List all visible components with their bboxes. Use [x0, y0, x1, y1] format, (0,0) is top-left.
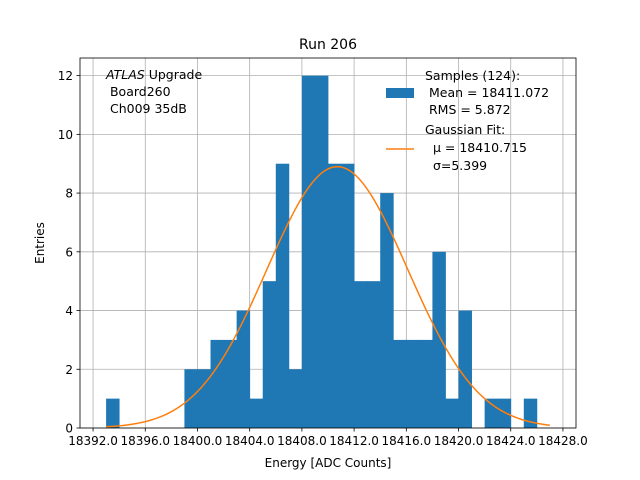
histogram-bar: [262, 281, 277, 428]
histogram-bars: [106, 75, 538, 428]
histogram-bar: [458, 310, 472, 428]
y-tick-label: 10: [58, 128, 73, 142]
gaussian-fit-curve: [106, 165, 550, 428]
y-tick-label: 0: [65, 422, 73, 436]
histogram-bar: [223, 339, 238, 428]
annotation-line-2: Board260: [106, 84, 171, 99]
annotation-line-1: ATLAS Upgrade: [105, 67, 202, 82]
histogram-bar: [288, 369, 303, 428]
histogram-bar: [367, 281, 381, 428]
x-tick-label: 18408.0: [277, 434, 327, 448]
atlas-word: ATLAS: [105, 67, 145, 82]
histogram-bar: [393, 339, 407, 428]
axes-frame: [79, 57, 577, 429]
histogram-bar: [445, 398, 459, 428]
x-tick-label: 18404.0: [225, 434, 275, 448]
y-tick-label: 8: [65, 187, 73, 201]
histogram-bar: [432, 251, 446, 428]
y-tick-label: 2: [65, 363, 73, 377]
y-tick-label: 4: [65, 304, 73, 318]
histogram-bar: [210, 339, 224, 428]
legend-histogram-swatch: [386, 88, 414, 98]
histogram-bar: [328, 163, 342, 428]
histogram-bar: [106, 398, 120, 428]
legend-hist-line-2: Mean = 18411.072: [425, 85, 549, 100]
legend: Samples (124): Mean = 18411.072 RMS = 5.…: [386, 68, 549, 173]
histogram-bar: [419, 339, 433, 428]
histogram-bar: [406, 339, 420, 428]
histogram-bar: [380, 193, 394, 428]
histogram-bar: [354, 281, 368, 428]
legend-hist-line-3: RMS = 5.872: [425, 102, 511, 117]
y-tick-label: 6: [65, 245, 73, 259]
histogram-bar: [301, 75, 316, 428]
legend-fit-line-3: σ=5.399: [425, 158, 487, 173]
histogram-bar: [249, 398, 264, 428]
axis-ticks: 18392.0 18396.0 18400.0 18404.0 18408.0 18412…: [58, 69, 588, 448]
histogram-bar: [184, 369, 198, 428]
histogram-bar: [484, 398, 499, 428]
atlas-upgrade: Upgrade: [145, 67, 203, 82]
histogram-bar: [341, 163, 355, 428]
x-tick-label: 18392.0: [68, 434, 118, 448]
atlas-annotation: ATLAS Upgrade Board260 Ch009 35dB: [105, 67, 202, 116]
histogram-bar: [497, 398, 512, 428]
x-axis-label: Energy [ADC Counts]: [265, 456, 392, 470]
annotation-line-3: Ch009 35dB: [106, 101, 187, 116]
histogram-bar: [197, 369, 211, 428]
histogram-bar: [314, 75, 329, 428]
x-tick-label: 18400.0: [173, 434, 223, 448]
chart-title: Run 206: [299, 37, 357, 53]
legend-fit-line-2: μ = 18410.715: [425, 140, 527, 155]
histogram-bar: [236, 310, 251, 428]
legend-hist-line-1: Samples (124):: [425, 68, 520, 83]
x-tick-label: 18424.0: [486, 434, 536, 448]
legend-fit-line-1: Gaussian Fit:: [425, 122, 505, 137]
x-tick-label: 18396.0: [120, 434, 170, 448]
x-tick-label: 18416.0: [382, 434, 432, 448]
y-axis-label: Entries: [33, 222, 47, 264]
histogram-bar: [275, 163, 290, 428]
x-tick-label: 18420.0: [434, 434, 484, 448]
y-tick-label: 12: [58, 69, 73, 83]
x-tick-label: 18412.0: [329, 434, 379, 448]
x-tick-label: 18428.0: [538, 434, 588, 448]
